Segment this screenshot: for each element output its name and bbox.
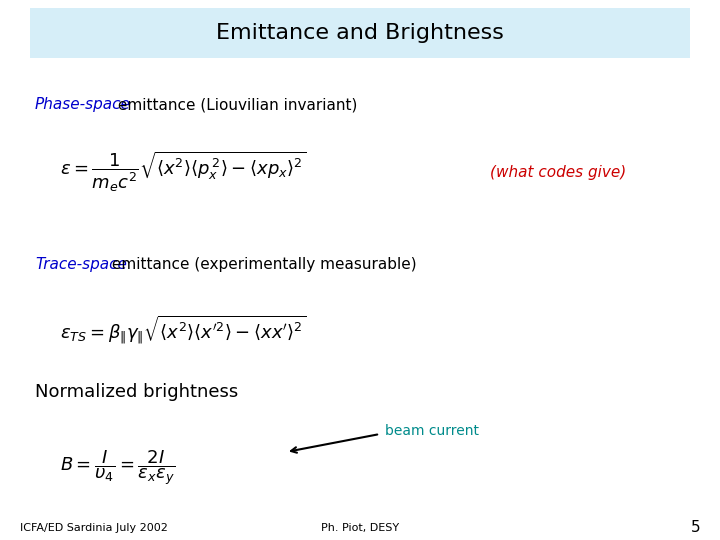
Text: emittance (Liouvilian invariant): emittance (Liouvilian invariant) (113, 98, 357, 112)
Text: beam current: beam current (385, 424, 479, 438)
Text: Normalized brightness: Normalized brightness (35, 383, 238, 401)
Text: emittance (experimentally measurable): emittance (experimentally measurable) (107, 258, 417, 273)
Text: $\varepsilon = \dfrac{1}{m_e c^2} \sqrt{\langle x^2 \rangle \langle p_x^{\,2} \r: $\varepsilon = \dfrac{1}{m_e c^2} \sqrt{… (60, 150, 307, 194)
Text: Ph. Piot, DESY: Ph. Piot, DESY (321, 523, 399, 533)
Text: 5: 5 (690, 521, 700, 536)
Text: $\varepsilon_{TS} = \beta_\| \gamma_\| \sqrt{\langle x^2 \rangle \langle x^{\pri: $\varepsilon_{TS} = \beta_\| \gamma_\| \… (60, 314, 307, 346)
Text: (what codes give): (what codes give) (490, 165, 626, 179)
Text: Trace-space: Trace-space (35, 258, 127, 273)
Text: $B = \dfrac{I}{\upsilon_4} = \dfrac{2I}{\varepsilon_x \varepsilon_y}$: $B = \dfrac{I}{\upsilon_4} = \dfrac{2I}{… (60, 449, 175, 488)
FancyBboxPatch shape (30, 8, 690, 58)
Text: Emittance and Brightness: Emittance and Brightness (216, 23, 504, 43)
Text: ICFA/ED Sardinia July 2002: ICFA/ED Sardinia July 2002 (20, 523, 168, 533)
Text: Phase-space: Phase-space (35, 98, 131, 112)
